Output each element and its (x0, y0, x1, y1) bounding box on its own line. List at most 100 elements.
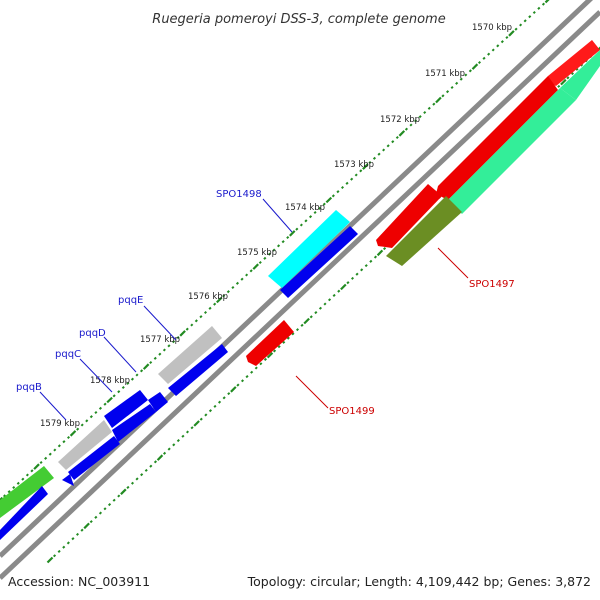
track-dot (304, 219, 308, 223)
track-dot (62, 545, 66, 549)
gene-labels: SPO1498 pqqE pqqD pqqC pqqB SPO1497 SPO1… (16, 189, 515, 417)
track-dot (204, 413, 208, 417)
track-dot (427, 106, 431, 110)
map-title: Ruegeria pomeroyi DSS-3, complete genome (152, 12, 445, 27)
gene-feature[interactable] (280, 226, 358, 298)
reverse-overlay-features (386, 50, 600, 266)
gene-feature[interactable] (104, 390, 148, 428)
track-dot (441, 94, 445, 98)
gene-feature[interactable] (58, 420, 112, 470)
gene-feature[interactable] (0, 466, 54, 518)
track-dot (236, 383, 240, 387)
gene-label-spo1498[interactable]: SPO1498 (216, 189, 262, 200)
gene-feature[interactable] (246, 320, 294, 366)
track-dot (313, 210, 317, 215)
track-dot (153, 460, 158, 464)
gene-label-spo1497[interactable]: SPO1497 (469, 279, 515, 290)
track-dot (350, 276, 355, 280)
track-dot (544, 0, 550, 4)
track-dot (185, 327, 189, 331)
track-dot (528, 15, 532, 19)
gene-feature[interactable] (112, 404, 156, 442)
track-dot (267, 252, 272, 256)
track-dot (346, 281, 350, 285)
track-dot (240, 379, 245, 383)
track-dot (359, 169, 363, 173)
gene-feature[interactable] (386, 196, 462, 266)
track-dot (171, 340, 176, 344)
track-dot (404, 127, 409, 131)
track-dot (30, 469, 34, 473)
track-dot (153, 356, 157, 360)
gene-feature[interactable] (376, 184, 442, 248)
track-dot (331, 194, 335, 198)
track-dot (231, 285, 235, 290)
track-dot (149, 360, 153, 365)
gene-label-pqqc[interactable]: pqqC (55, 349, 81, 360)
leader-line (39, 391, 67, 421)
gene-feature[interactable] (268, 210, 350, 288)
gene-feature[interactable] (168, 344, 228, 396)
track-dot (48, 452, 52, 456)
track-dot (162, 451, 167, 455)
gene-feature[interactable] (560, 50, 600, 100)
track-dot (7, 490, 11, 494)
track-dot (172, 443, 176, 447)
track-dot (213, 302, 217, 306)
track-dot (16, 481, 20, 485)
gene-feature[interactable] (62, 474, 74, 486)
gene-feature[interactable] (148, 392, 168, 412)
track-dot (62, 440, 66, 444)
track-dot (500, 40, 504, 44)
track-dot (25, 473, 29, 477)
track-dot (308, 215, 313, 219)
track-dot (432, 102, 436, 106)
track-dot (303, 317, 310, 325)
track-dot (52, 554, 57, 558)
track-dot (258, 260, 262, 265)
track-dot (190, 426, 194, 430)
track-dot (203, 310, 208, 315)
gene-label-spo1499[interactable]: SPO1499 (329, 406, 375, 417)
track-dot (277, 345, 281, 349)
track-dot (162, 348, 166, 352)
track-dot (216, 296, 223, 304)
gene-feature[interactable] (436, 76, 558, 200)
track-dot (496, 44, 500, 48)
track-dot (179, 330, 186, 337)
track-dot (130, 377, 135, 381)
track-dot (250, 370, 254, 374)
leader-line (103, 336, 137, 373)
track-dot (575, 67, 579, 71)
gene-label-pqqe[interactable]: pqqE (118, 295, 143, 306)
gene-label-pqqd[interactable]: pqqD (79, 328, 106, 339)
track-dot (66, 541, 70, 545)
track-dot (112, 498, 116, 502)
tick-label: 1575 kbp (237, 248, 277, 258)
gene-label-pqqb[interactable]: pqqB (16, 382, 42, 393)
gene-feature[interactable] (0, 486, 48, 540)
track-dot (217, 400, 222, 404)
track-dot (83, 522, 90, 530)
track-dot (376, 249, 384, 257)
track-dot (300, 323, 304, 327)
track-dot (360, 268, 364, 272)
forward-features (0, 210, 358, 540)
track-dot (181, 434, 185, 438)
gene-feature[interactable] (448, 88, 576, 214)
track-dot (76, 427, 80, 431)
gene-feature[interactable] (548, 40, 600, 86)
track-dot (289, 230, 296, 237)
track-dot (107, 502, 112, 507)
gene-feature[interactable] (158, 326, 222, 384)
track-dot (222, 396, 226, 400)
track-dot (98, 511, 103, 515)
track-dot (98, 406, 103, 410)
tick-label: 1574 kbp (285, 203, 325, 213)
track-dot (213, 404, 217, 408)
gene-feature[interactable] (68, 436, 120, 480)
track-dot (323, 302, 327, 306)
track-dot (227, 392, 231, 396)
track-dot (103, 402, 107, 406)
track-dot (286, 336, 290, 340)
